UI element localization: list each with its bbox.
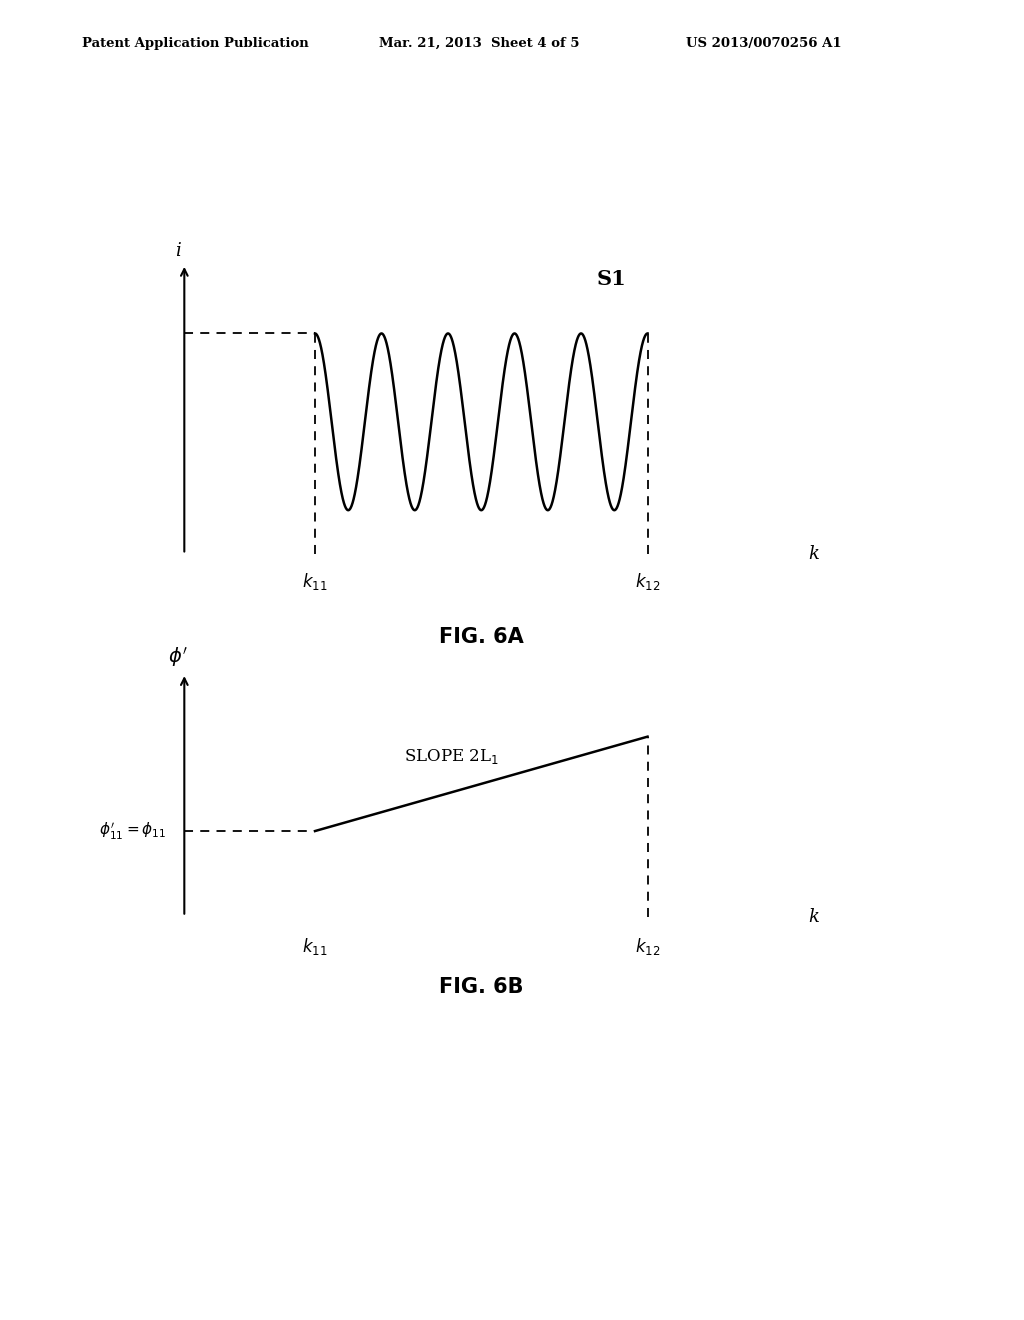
Text: $k_{12}$: $k_{12}$	[635, 570, 660, 591]
Text: $\phi'$: $\phi'$	[168, 644, 188, 669]
Text: k: k	[808, 545, 819, 564]
Text: $k_{11}$: $k_{11}$	[302, 570, 328, 591]
Text: $k_{12}$: $k_{12}$	[635, 936, 660, 957]
Text: Patent Application Publication: Patent Application Publication	[82, 37, 308, 50]
Text: Mar. 21, 2013  Sheet 4 of 5: Mar. 21, 2013 Sheet 4 of 5	[379, 37, 580, 50]
Text: $\phi_{11}' = \phi_{11}$: $\phi_{11}' = \phi_{11}$	[99, 821, 167, 842]
Text: FIG. 6A: FIG. 6A	[439, 627, 523, 647]
Text: $k_{11}$: $k_{11}$	[302, 936, 328, 957]
Text: i: i	[175, 242, 181, 260]
Text: S1: S1	[597, 269, 627, 289]
Text: k: k	[808, 908, 819, 925]
Text: SLOPE 2L$_1$: SLOPE 2L$_1$	[404, 747, 499, 766]
Text: FIG. 6B: FIG. 6B	[439, 977, 523, 997]
Text: US 2013/0070256 A1: US 2013/0070256 A1	[686, 37, 842, 50]
